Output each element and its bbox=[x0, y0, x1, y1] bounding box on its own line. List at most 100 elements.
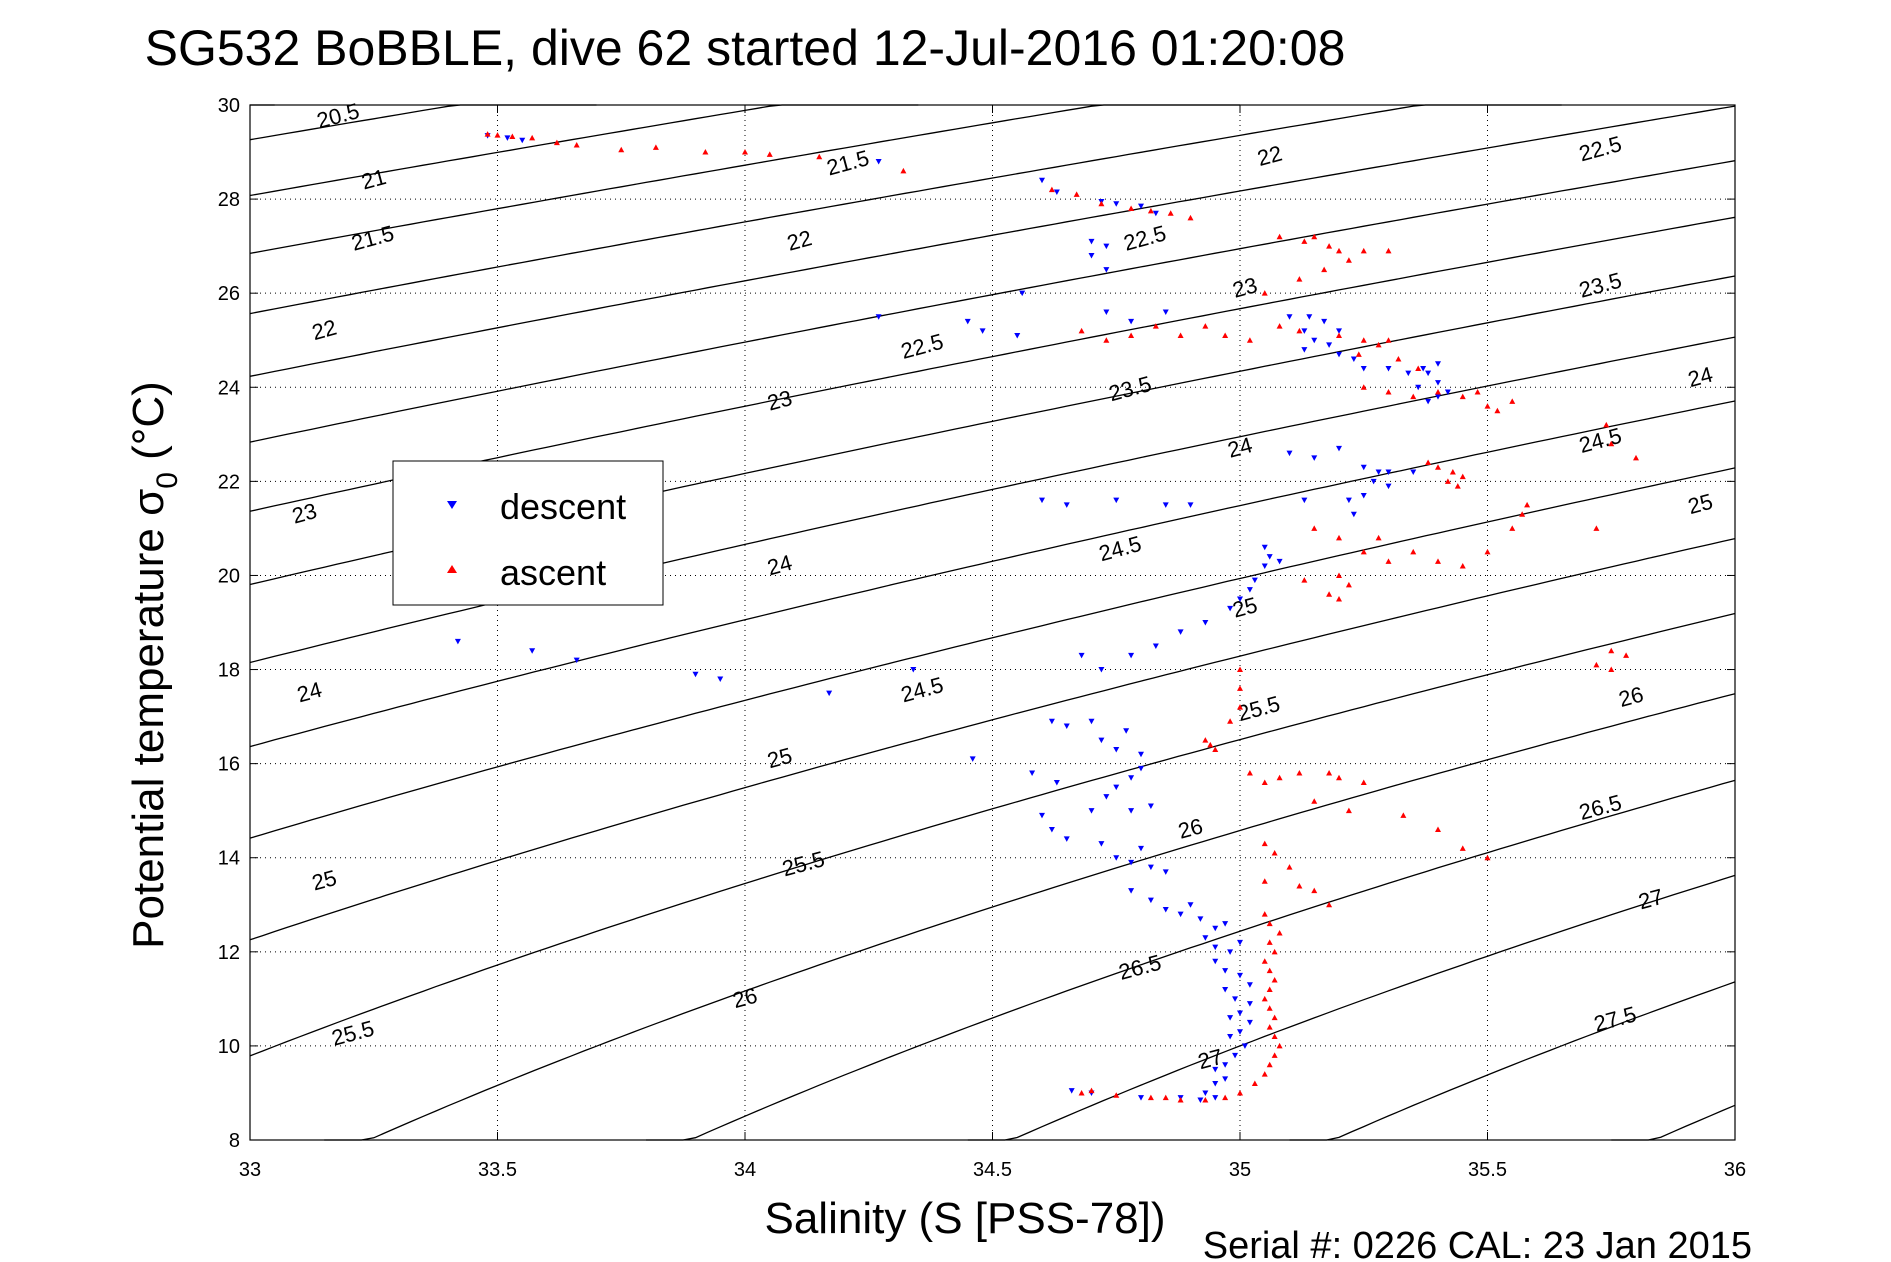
descent-point bbox=[969, 756, 976, 762]
ascent-point bbox=[1509, 525, 1516, 531]
chart-title: SG532 BoBBLE, dive 62 started 12-Jul-201… bbox=[145, 20, 1346, 76]
ascent-point bbox=[1603, 421, 1610, 428]
x-tick-label: 34.5 bbox=[973, 1159, 1012, 1181]
descent-point bbox=[1128, 318, 1135, 325]
descent-point bbox=[1306, 314, 1313, 320]
ascent-point bbox=[742, 149, 748, 155]
descent-point bbox=[1212, 944, 1219, 951]
ascent-point bbox=[1128, 332, 1135, 339]
descent-point bbox=[1420, 365, 1427, 372]
descent-point bbox=[1098, 841, 1105, 847]
y-tick-label: 28 bbox=[218, 189, 240, 211]
descent-point bbox=[1246, 1001, 1253, 1007]
ascent-point bbox=[1435, 558, 1441, 564]
descent-point bbox=[1063, 502, 1070, 508]
descent-point bbox=[1237, 596, 1243, 602]
descent-point bbox=[1019, 290, 1026, 297]
descent-point bbox=[1286, 314, 1293, 320]
ascent-point bbox=[1608, 666, 1615, 673]
descent-point bbox=[1138, 765, 1144, 772]
descent-point bbox=[1237, 1029, 1243, 1035]
ascent-point bbox=[1633, 454, 1639, 461]
ascent-point bbox=[1261, 1071, 1268, 1077]
descent-point bbox=[1063, 836, 1070, 842]
descent-point bbox=[1227, 605, 1234, 612]
descent-point bbox=[1138, 1095, 1144, 1101]
ascent-point bbox=[1152, 323, 1159, 329]
descent-point bbox=[1276, 558, 1283, 565]
descent-point bbox=[1177, 629, 1184, 635]
descent-point bbox=[1246, 982, 1253, 988]
ascent-point bbox=[1266, 939, 1273, 945]
ascent-point bbox=[1177, 332, 1184, 339]
descent-point bbox=[1138, 751, 1144, 758]
descent-point bbox=[1123, 728, 1130, 734]
sigma-isoline bbox=[249, 467, 1736, 839]
descent-point bbox=[1197, 916, 1204, 922]
descent-point bbox=[504, 135, 511, 141]
ascent-point bbox=[1202, 737, 1209, 743]
ascent-point bbox=[1509, 398, 1516, 404]
ascent-point bbox=[1113, 1092, 1120, 1098]
descent-point bbox=[1222, 1062, 1229, 1068]
axes-background bbox=[250, 105, 1735, 1140]
descent-point bbox=[1128, 652, 1135, 659]
descent-point bbox=[1266, 554, 1273, 560]
x-tick-label: 35 bbox=[1229, 1159, 1251, 1181]
ascent-point bbox=[1360, 337, 1367, 343]
ascent-point bbox=[618, 146, 625, 153]
descent-point bbox=[1103, 309, 1110, 315]
descent-point bbox=[1405, 370, 1412, 377]
descent-point bbox=[1311, 455, 1318, 461]
descent-point bbox=[1197, 1097, 1204, 1104]
ascent-point bbox=[1103, 337, 1110, 343]
ascent-point bbox=[1162, 1094, 1169, 1101]
ascent-point bbox=[1375, 341, 1382, 348]
ascent-point bbox=[1484, 548, 1491, 555]
descent-point bbox=[1321, 318, 1328, 325]
ascent-point bbox=[1266, 986, 1273, 992]
descent-point bbox=[1202, 935, 1209, 941]
ascent-point bbox=[1311, 798, 1318, 804]
descent-point bbox=[1088, 253, 1095, 259]
ascent-point bbox=[1271, 1052, 1278, 1058]
sigma-isoline bbox=[249, 105, 1736, 377]
descent-point bbox=[979, 328, 986, 334]
descent-point bbox=[1261, 563, 1268, 570]
descent-point bbox=[1039, 812, 1045, 819]
ascent-point bbox=[1271, 850, 1278, 856]
y-tick-label: 30 bbox=[218, 95, 240, 117]
ascent-point bbox=[1415, 365, 1422, 371]
descent-point bbox=[1138, 845, 1144, 852]
ascent-point bbox=[1385, 247, 1392, 254]
ascent-point bbox=[1311, 233, 1318, 240]
ascent-point bbox=[1187, 214, 1194, 221]
sigma-isoline bbox=[249, 104, 1240, 255]
ascent-point bbox=[1271, 977, 1278, 983]
ascent-point bbox=[1266, 1005, 1273, 1011]
descent-point bbox=[1098, 667, 1105, 673]
ascent-point bbox=[1167, 210, 1174, 216]
ascent-point bbox=[1435, 388, 1441, 395]
ascent-point bbox=[1360, 548, 1367, 555]
ascent-point bbox=[1237, 1089, 1243, 1096]
ascent-point bbox=[1311, 525, 1318, 531]
descent-point bbox=[1128, 775, 1135, 781]
ascent-point bbox=[1261, 878, 1268, 884]
ascent-point bbox=[702, 149, 709, 155]
y-tick-label: 16 bbox=[218, 754, 240, 776]
descent-point bbox=[1237, 939, 1243, 946]
descent-point bbox=[1385, 365, 1392, 372]
descent-point bbox=[1088, 238, 1095, 245]
ascent-point bbox=[1098, 200, 1105, 207]
ascent-point bbox=[1400, 812, 1407, 818]
ascent-point bbox=[1212, 746, 1219, 753]
descent-point bbox=[1222, 1076, 1229, 1082]
sigma-isoline bbox=[646, 779, 1736, 1141]
ascent-point bbox=[1311, 887, 1318, 894]
ascent-point bbox=[1202, 1097, 1209, 1103]
descent-point bbox=[1237, 1010, 1243, 1016]
ascent-point bbox=[1608, 647, 1615, 654]
descent-point bbox=[1246, 587, 1253, 593]
descent-point bbox=[1286, 450, 1293, 457]
